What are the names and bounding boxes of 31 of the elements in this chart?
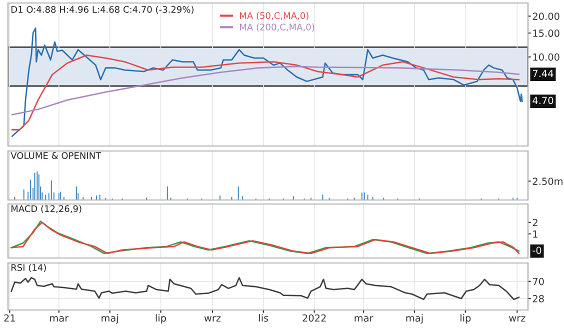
y-tick-label: 1 [533, 230, 538, 238]
line-series [10, 277, 520, 300]
legend-label: MA (200,C,MA,0) [240, 23, 314, 32]
x-tick-label: wrz [204, 316, 221, 322]
chart-title: RSI (14) [11, 264, 46, 272]
x-tick-label: lip [156, 314, 166, 324]
x-tick-label: maj [102, 314, 118, 324]
annotation: -0 [532, 246, 542, 254]
x-tick-label: mar [354, 316, 374, 322]
x-tick-label: mar [50, 316, 69, 322]
x-tick-label: 21 [4, 314, 15, 322]
y-tick-label: 28 [532, 295, 544, 302]
y-tick-label: 2.50m [532, 178, 562, 185]
x-tick-label: 2022 [302, 314, 326, 322]
y-tick-label: 2 [532, 218, 538, 226]
annotation: 7.44 [532, 70, 554, 77]
x-tick-label: maj [406, 314, 423, 324]
y-tick-label: 20.00 [532, 12, 560, 20]
x-tick-label: wrz [509, 316, 526, 322]
x-tick-label: lip [460, 314, 471, 324]
chart-title: VOLUME & OPENINT [10, 152, 102, 159]
y-tick-label: 70 [532, 278, 544, 286]
line-series [11, 54, 520, 130]
legend-label: MA (50,C,MA,0) [240, 12, 308, 20]
line-series [11, 66, 520, 116]
annotation: 4.70 [532, 96, 554, 104]
chart-title: D1 O:4.88 H:4.96 L:4.68 C:4.70 (-3.29%) [11, 6, 194, 14]
x-tick-label: lis [259, 314, 268, 322]
y-tick-label: 15.00 [533, 30, 560, 37]
chart-title: MACD (12,26,9) [11, 205, 82, 214]
y-tick-label: 10.00 [533, 53, 560, 61]
